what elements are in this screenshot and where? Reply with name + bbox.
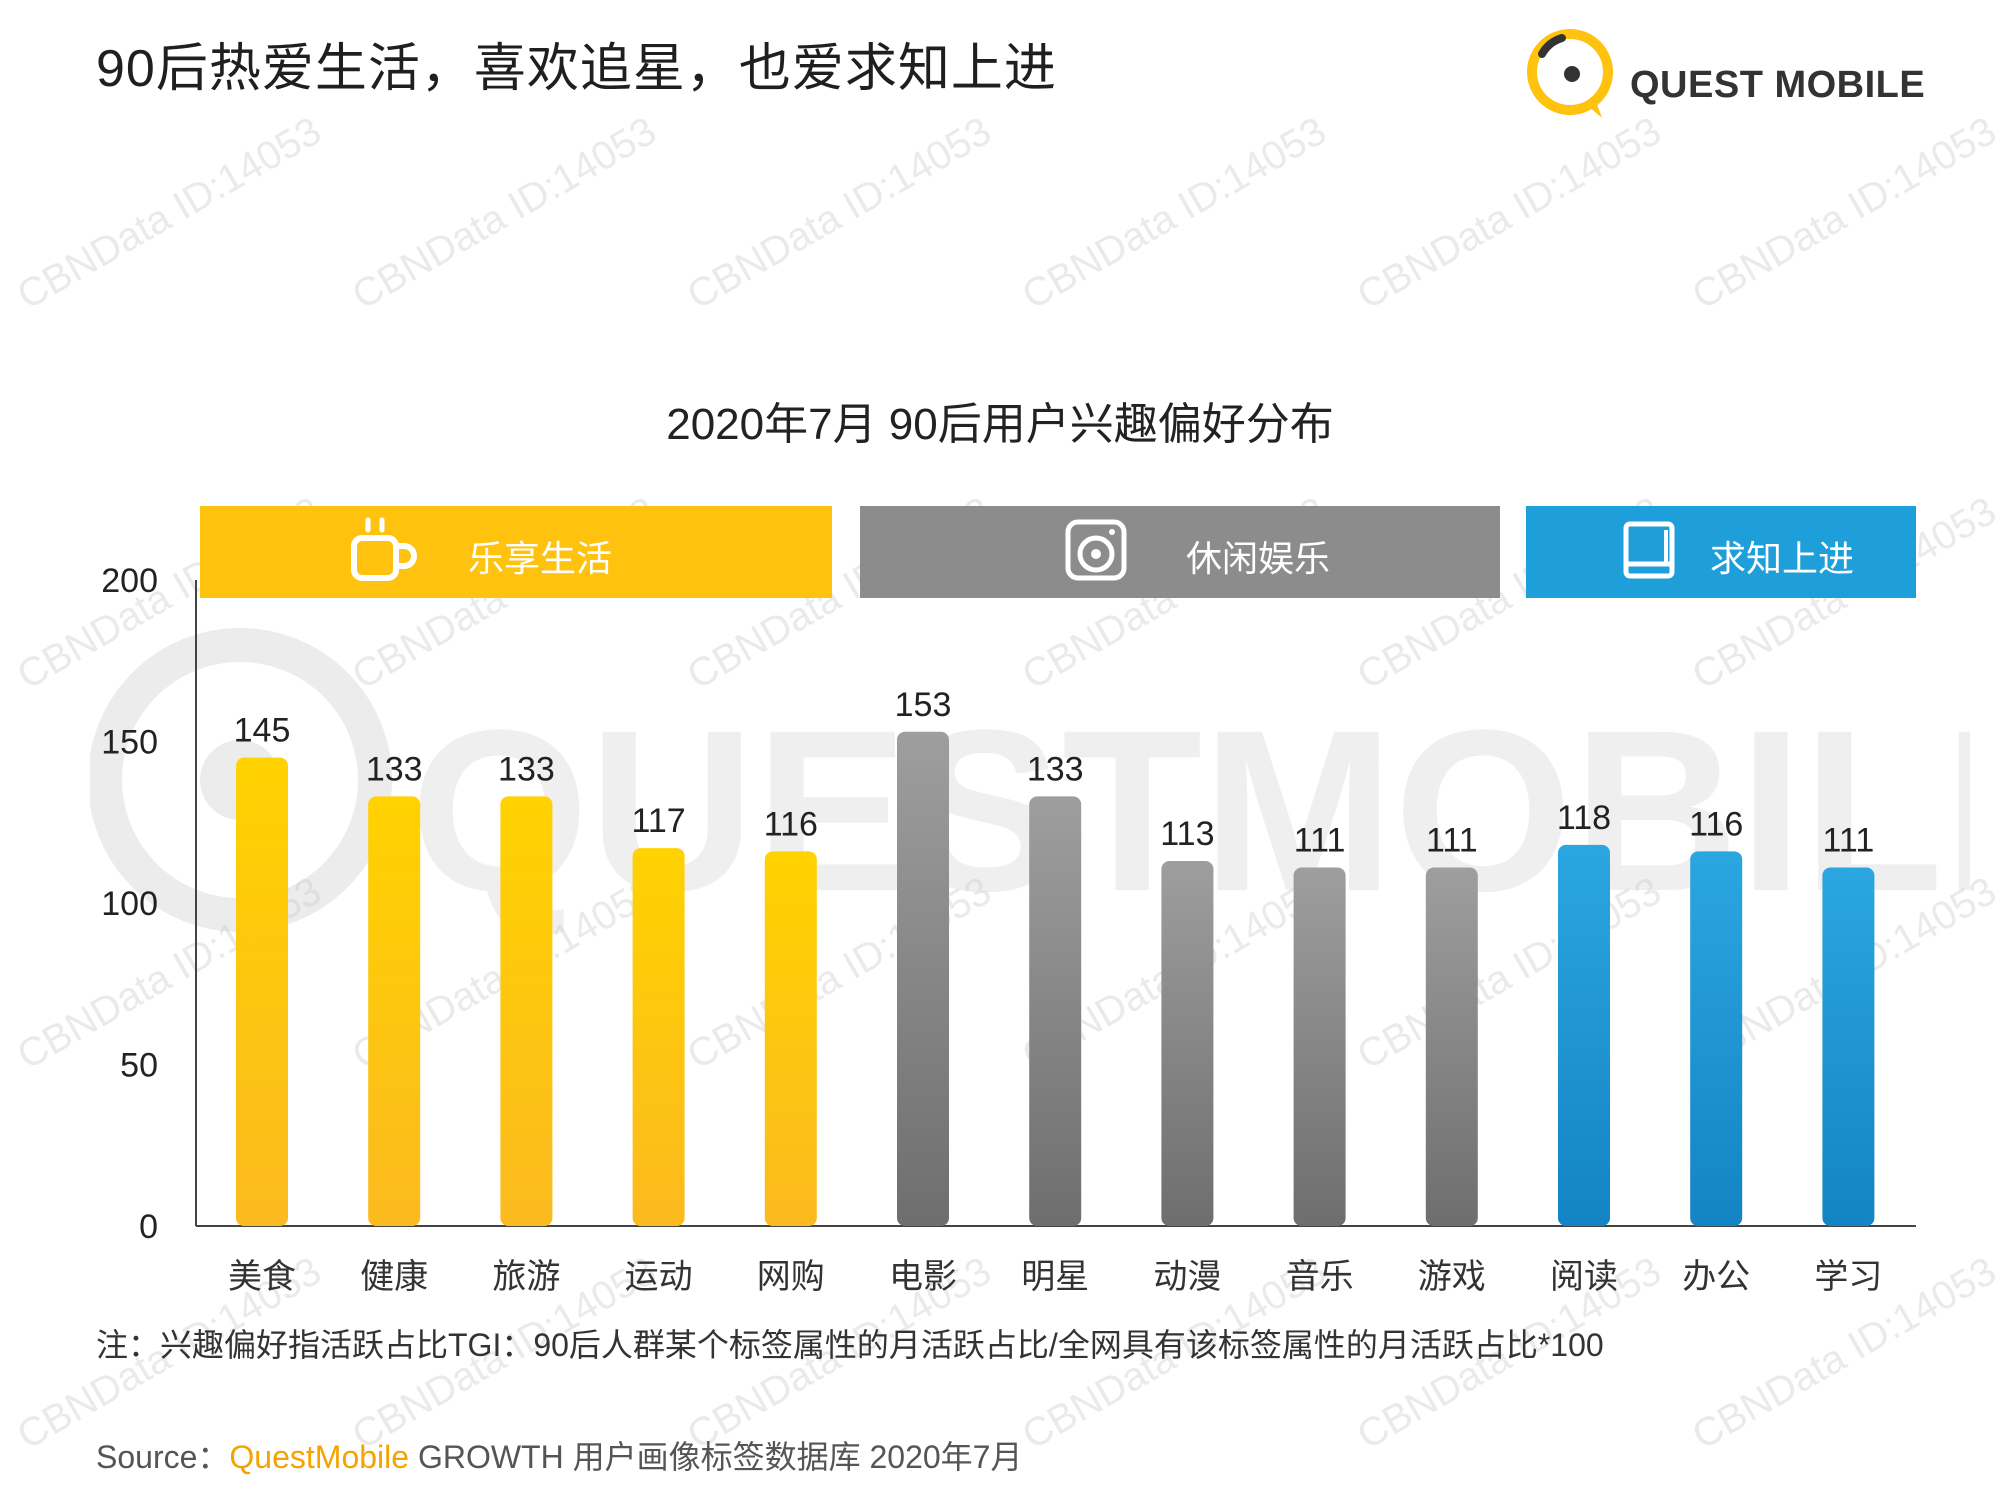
x-tick-label: 旅游: [492, 1258, 560, 1296]
bar-value-label: 111: [1294, 821, 1346, 859]
bar-value-label: 118: [1557, 799, 1611, 837]
bar-运动: [633, 848, 685, 1226]
bars-group: 145 美食 133 健康 133 旅游 117 运动 116 网购 153 电影 133 明星 113 动漫…: [228, 686, 1882, 1296]
source-rest: GROWTH 用户画像标签数据库 2020年7月: [409, 1439, 1022, 1475]
x-tick-label: 明星: [1021, 1258, 1089, 1296]
source-brand: QuestMobile: [229, 1439, 409, 1475]
x-tick-label: 健康: [360, 1258, 428, 1296]
x-tick-label: 游戏: [1418, 1258, 1486, 1296]
bar-value-label: 145: [234, 712, 291, 750]
bar-美食: [236, 758, 288, 1226]
x-tick-label: 音乐: [1286, 1258, 1354, 1296]
bar-value-label: 117: [631, 802, 685, 840]
bar-学习: [1822, 867, 1874, 1226]
bar-value-label: 133: [366, 750, 423, 788]
bar-value-label: 153: [895, 686, 952, 724]
x-tick-label: 动漫: [1153, 1258, 1221, 1296]
y-tick-label: 50: [120, 1047, 158, 1085]
x-tick-label: 办公: [1682, 1258, 1750, 1296]
bar-健康: [368, 796, 420, 1226]
bar-value-label: 133: [498, 750, 555, 788]
x-tick-label: 网购: [757, 1258, 825, 1296]
x-tick-label: 学习: [1814, 1258, 1882, 1296]
bar-电影: [897, 732, 949, 1226]
y-tick-label: 200: [101, 562, 158, 600]
footnote: 注：兴趣偏好指活跃占比TGI：90后人群某个标签属性的月活跃占比/全网具有该标签…: [96, 1320, 1604, 1366]
source-prefix: Source：: [96, 1439, 229, 1475]
bar-value-label: 111: [1426, 821, 1478, 859]
bar-音乐: [1294, 867, 1346, 1226]
bar-游戏: [1426, 867, 1478, 1226]
bar-旅游: [500, 796, 552, 1226]
y-tick-label: 0: [139, 1208, 158, 1246]
bar-chart: 0 50 100 150 200 145 美食 133 健康 133 旅游 117 运动 116 网购 15…: [0, 0, 2000, 1300]
bar-value-label: 133: [1027, 750, 1084, 788]
bar-动漫: [1161, 861, 1213, 1226]
bar-value-label: 116: [764, 805, 818, 843]
x-tick-label: 美食: [228, 1258, 296, 1296]
source-line: Source：QuestMobile GROWTH 用户画像标签数据库 2020…: [96, 1432, 1022, 1478]
bar-阅读: [1558, 845, 1610, 1226]
bar-明星: [1029, 796, 1081, 1226]
bar-value-label: 111: [1823, 821, 1875, 859]
y-tick-label: 150: [101, 724, 158, 762]
bar-网购: [765, 851, 817, 1226]
y-axis-ticks: 0 50 100 150 200: [101, 562, 158, 1246]
x-tick-label: 运动: [625, 1258, 693, 1296]
bar-value-label: 113: [1160, 815, 1214, 853]
y-tick-label: 100: [101, 885, 158, 923]
x-tick-label: 阅读: [1550, 1258, 1618, 1296]
bar-办公: [1690, 851, 1742, 1226]
bar-value-label: 116: [1689, 805, 1743, 843]
x-tick-label: 电影: [889, 1258, 957, 1296]
